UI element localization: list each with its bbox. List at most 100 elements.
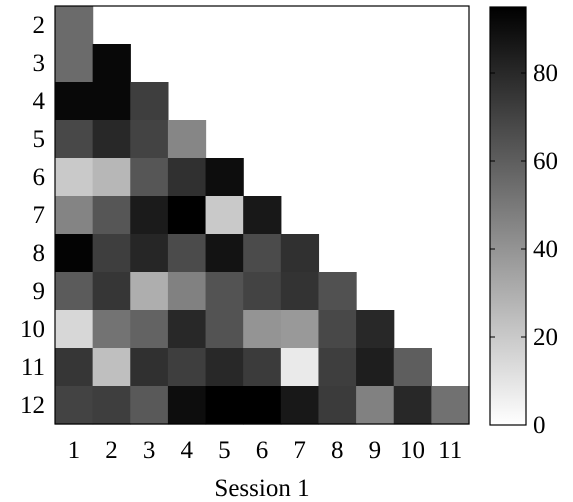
heatmap-cell bbox=[356, 348, 395, 387]
heatmap-cell bbox=[92, 158, 131, 197]
x-tick-label: 8 bbox=[331, 437, 344, 464]
plot-frame bbox=[54, 5, 470, 425]
heatmap-cell bbox=[92, 44, 131, 83]
heatmap-cell bbox=[55, 196, 94, 235]
heatmap-cell bbox=[92, 196, 131, 235]
heatmap-cell bbox=[243, 272, 282, 311]
heatmap-cell bbox=[167, 386, 207, 425]
heatmap-cell bbox=[318, 310, 357, 349]
heatmap-cell bbox=[205, 158, 244, 197]
x-axis-label: Session 1 bbox=[214, 475, 309, 502]
heatmap-cell bbox=[55, 44, 94, 83]
heatmap-cell bbox=[130, 196, 169, 235]
heatmap-cell bbox=[55, 386, 94, 425]
heatmap-cell bbox=[92, 234, 131, 273]
x-tick-label: 10 bbox=[400, 437, 425, 464]
heatmap-cell bbox=[130, 158, 169, 197]
heatmap-cell bbox=[318, 272, 357, 311]
heatmap-cell bbox=[130, 82, 169, 121]
heatmap-cell bbox=[130, 234, 169, 273]
heatmap-cell bbox=[130, 310, 169, 349]
colorbar-ticks: 0 20 40 60 80 bbox=[490, 60, 558, 439]
heatmap-cell bbox=[92, 348, 131, 387]
y-tick-labels: 2 3 4 5 6 7 8 9 10 11 12 bbox=[20, 12, 46, 419]
heatmap-cell bbox=[130, 120, 169, 159]
heatmap-cell bbox=[92, 82, 131, 121]
heatmap-cell bbox=[130, 272, 169, 311]
heatmap-cell bbox=[167, 120, 207, 159]
colorbar-tick-label: 0 bbox=[533, 412, 546, 439]
heatmap-cell bbox=[243, 348, 282, 387]
colorbar-tick-label: 60 bbox=[533, 148, 558, 175]
heatmap-cell bbox=[431, 386, 470, 425]
x-tick-label: 5 bbox=[218, 437, 231, 464]
heatmap-cell bbox=[243, 234, 282, 273]
x-tick-label: 2 bbox=[105, 437, 118, 464]
x-tick-label: 7 bbox=[293, 437, 306, 464]
heatmap-cell bbox=[205, 386, 244, 425]
heatmap-cell bbox=[167, 272, 207, 311]
y-tick-label: 9 bbox=[33, 278, 46, 305]
heatmap-cell bbox=[393, 386, 432, 425]
heatmap-cell bbox=[167, 310, 207, 349]
x-tick-label: 9 bbox=[369, 437, 382, 464]
heatmap-cell bbox=[55, 234, 94, 273]
heatmap-cell bbox=[243, 196, 282, 235]
y-tick-label: 2 bbox=[33, 12, 46, 39]
x-tick-label: 6 bbox=[256, 437, 269, 464]
heatmap-cell bbox=[92, 272, 131, 311]
x-tick-label: 4 bbox=[180, 437, 193, 464]
heatmap-cell bbox=[92, 386, 131, 425]
heatmap-cell bbox=[356, 386, 395, 425]
heatmap-cell bbox=[167, 234, 207, 273]
y-tick-label: 11 bbox=[21, 354, 45, 381]
heatmap-cell bbox=[318, 348, 357, 387]
y-tick-label: 8 bbox=[33, 240, 46, 267]
y-tick-label: 7 bbox=[33, 202, 46, 229]
heatmap-cell bbox=[280, 348, 320, 387]
heatmap-cell bbox=[55, 272, 94, 311]
y-tick-label: 3 bbox=[33, 50, 46, 77]
heatmap-cell bbox=[243, 310, 282, 349]
heatmap-cell bbox=[55, 6, 94, 45]
colorbar-tick-label: 80 bbox=[533, 60, 558, 87]
colorbar bbox=[489, 6, 527, 426]
heatmap-cell bbox=[92, 120, 131, 159]
y-tick-label: 6 bbox=[33, 164, 46, 191]
x-tick-label: 1 bbox=[68, 437, 81, 464]
x-tick-labels: 1 2 3 4 5 6 7 8 9 10 11 bbox=[68, 437, 463, 464]
heatmap-cell bbox=[356, 310, 395, 349]
colorbar-tick-label: 40 bbox=[533, 236, 558, 263]
heatmap-cell bbox=[55, 348, 94, 387]
heatmap-cell bbox=[243, 386, 282, 425]
heatmap-cell bbox=[205, 234, 244, 273]
heatmap-cell bbox=[280, 272, 320, 311]
y-tick-label: 12 bbox=[20, 392, 45, 419]
heatmap-cell bbox=[167, 158, 207, 197]
heatmap-cell bbox=[167, 196, 207, 235]
y-tick-label: 10 bbox=[20, 316, 45, 343]
y-tick-label: 4 bbox=[33, 88, 46, 115]
heatmap-cell bbox=[167, 348, 207, 387]
heatmap-cell bbox=[280, 386, 320, 425]
heatmap-cell bbox=[205, 310, 244, 349]
x-tick-label: 3 bbox=[143, 437, 156, 464]
y-tick-label: 5 bbox=[33, 126, 46, 153]
heatmap-cell bbox=[130, 348, 169, 387]
heatmap-cell bbox=[55, 82, 94, 121]
heatmap-cells bbox=[55, 6, 470, 425]
heatmap-cell bbox=[92, 310, 131, 349]
colorbar-tick-label: 20 bbox=[533, 324, 558, 351]
heatmap-cell bbox=[205, 348, 244, 387]
heatmap-cell bbox=[205, 272, 244, 311]
heatmap-cell bbox=[55, 310, 94, 349]
heatmap-cell bbox=[280, 310, 320, 349]
x-tick-label: 11 bbox=[438, 437, 462, 464]
heatmap-cell bbox=[318, 386, 357, 425]
heatmap-cell bbox=[130, 386, 169, 425]
heatmap-cell bbox=[55, 120, 94, 159]
heatmap-cell bbox=[280, 234, 320, 273]
heatmap-cell bbox=[393, 348, 432, 387]
heatmap-cell bbox=[205, 196, 244, 235]
heatmap-cell bbox=[55, 158, 94, 197]
